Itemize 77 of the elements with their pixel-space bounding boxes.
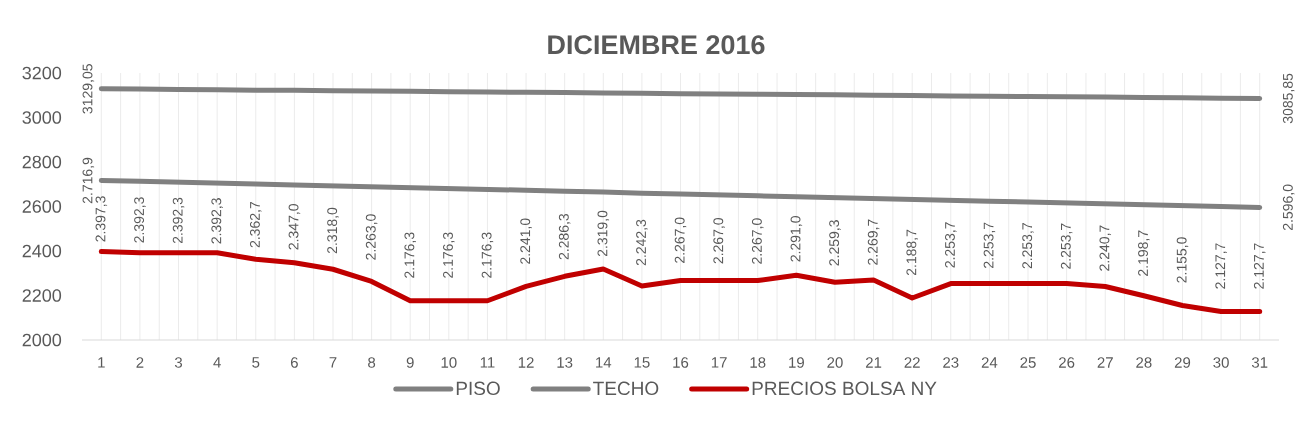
x-tick-label: 7 xyxy=(329,357,337,368)
x-tick-label: 10 xyxy=(441,357,457,368)
data-label: 2.397,3 xyxy=(95,196,108,242)
data-label: 2.198,7 xyxy=(1138,230,1150,276)
data-label: 2.241,0 xyxy=(520,218,532,264)
data-label: 2.319,0 xyxy=(597,210,610,257)
legend-label: PISO xyxy=(456,381,500,396)
data-label: 2.318,0 xyxy=(327,207,339,254)
data-label: 2.253,7 xyxy=(1022,223,1034,269)
data-label: 2.267,0 xyxy=(713,217,725,264)
x-tick-label: 26 xyxy=(1059,357,1075,368)
x-tick-label: 29 xyxy=(1174,357,1191,368)
data-label: 2.240,7 xyxy=(1099,225,1112,271)
x-tick-label: 1 xyxy=(98,357,105,368)
data-label: 3129,05 xyxy=(82,64,95,114)
y-tick-label: 3000 xyxy=(22,111,62,124)
data-label: 2.267,0 xyxy=(674,217,687,263)
x-tick-label: 6 xyxy=(290,357,298,368)
x-tick-label: 14 xyxy=(596,357,612,368)
x-tick-label: 24 xyxy=(981,357,998,368)
x-tick-label: 2 xyxy=(136,357,144,368)
data-label: 2.392,3 xyxy=(172,197,185,244)
data-label: 2.362,7 xyxy=(249,202,262,248)
x-tick-label: 19 xyxy=(789,357,804,368)
data-label: 2.291,0 xyxy=(790,216,803,262)
x-tick-label: 18 xyxy=(750,357,766,368)
y-tick-label: 2600 xyxy=(22,200,62,213)
x-tick-label: 15 xyxy=(634,357,650,368)
x-tick-label: 3 xyxy=(174,357,183,368)
y-tick-label: 2800 xyxy=(22,155,62,169)
data-label: 2.176,3 xyxy=(443,232,455,278)
data-label: 2.286,3 xyxy=(558,213,571,260)
data-label: 2.176,3 xyxy=(404,232,416,278)
x-tick-label: 17 xyxy=(711,357,727,368)
legend-label: PRECIOS BOLSA NY xyxy=(752,381,937,396)
data-label: 2.242,3 xyxy=(636,219,648,266)
data-label: 2.188,7 xyxy=(906,229,918,276)
data-label: 2.127,7 xyxy=(1215,243,1227,289)
data-label: 2.263,0 xyxy=(365,214,378,260)
x-tick-label: 16 xyxy=(673,357,689,368)
legend-label: TECHO xyxy=(593,381,659,396)
data-label: 3085,85 xyxy=(1282,73,1295,124)
data-label: 2.392,3 xyxy=(211,198,223,244)
x-tick-label: 12 xyxy=(518,357,534,368)
data-label: 2.392,3 xyxy=(134,197,146,243)
data-label: 2.267,0 xyxy=(751,218,764,264)
x-tick-label: 25 xyxy=(1020,357,1036,368)
data-label: 2.269,7 xyxy=(867,219,880,265)
x-tick-label: 9 xyxy=(406,357,414,368)
y-tick-label: 2000 xyxy=(22,333,62,347)
y-tick-label: 2400 xyxy=(22,244,62,258)
data-label: 2.253,7 xyxy=(983,222,996,268)
data-label: 2.259,3 xyxy=(829,220,841,266)
data-label: 2.347,0 xyxy=(288,204,301,250)
y-tick-label: 3200 xyxy=(22,66,62,80)
x-tick-label: 4 xyxy=(213,357,221,368)
chart-title: DICIEMBRE 2016 xyxy=(548,35,765,55)
data-label: 2.155,0 xyxy=(1176,237,1189,283)
x-tick-label: 21 xyxy=(865,357,882,368)
data-label: 2.716,9 xyxy=(82,157,95,204)
x-tick-label: 30 xyxy=(1213,357,1229,368)
data-label: 2.596,0 xyxy=(1282,184,1295,231)
x-tick-label: 11 xyxy=(480,357,495,368)
x-tick-label: 22 xyxy=(904,357,920,368)
x-tick-label: 27 xyxy=(1097,357,1113,368)
x-tick-label: 20 xyxy=(827,357,843,368)
x-tick-label: 8 xyxy=(368,357,376,368)
data-label: 2.253,7 xyxy=(945,222,957,268)
y-tick-label: 2200 xyxy=(22,289,62,302)
x-tick-label: 28 xyxy=(1136,357,1152,368)
x-tick-label: 23 xyxy=(943,357,959,368)
data-label: 2.176,3 xyxy=(481,232,494,278)
x-tick-label: 13 xyxy=(557,357,573,368)
x-tick-label: 5 xyxy=(252,357,260,368)
x-tick-label: 31 xyxy=(1251,357,1268,368)
data-label: 2.127,7 xyxy=(1253,243,1266,289)
data-label: 2.253,7 xyxy=(1060,223,1073,269)
